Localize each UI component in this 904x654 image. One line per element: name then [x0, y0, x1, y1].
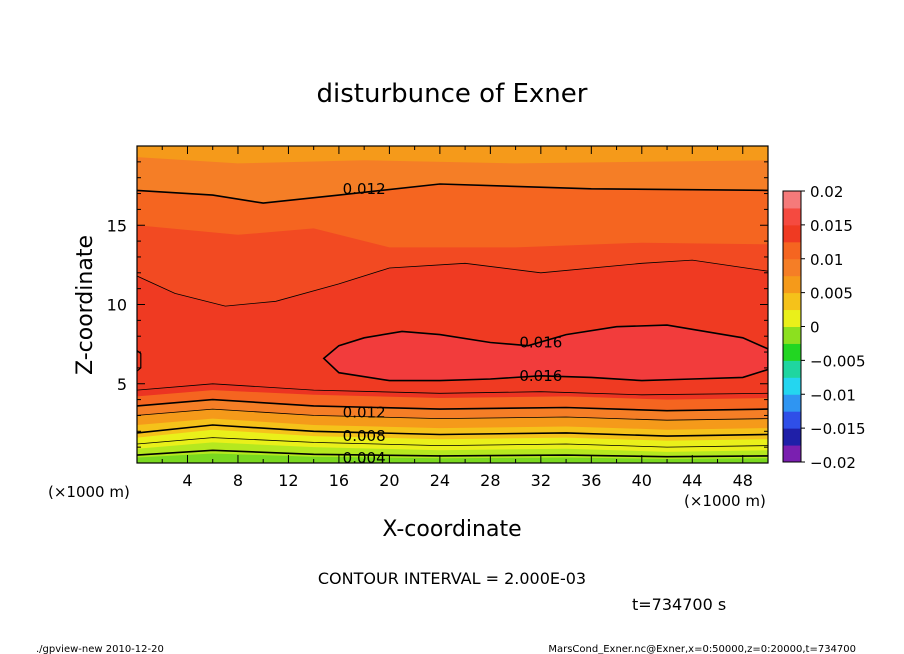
- colorbar-swatch: [783, 275, 801, 294]
- contour-labels: 0.012 0.016 0.016 0.012 0.008 0.004: [343, 180, 563, 467]
- colorbar: 0.02 0.015 0.01 0.005 0 −0.005 −0.01 −0.015 −0.0…: [782, 183, 866, 472]
- contour-core-0-016: [322, 324, 768, 382]
- colorbar-swatch: [783, 224, 801, 243]
- contour-label: 0.004: [343, 449, 386, 467]
- contour-label: 0.012: [343, 403, 386, 421]
- x-tick-label: 8: [233, 471, 243, 490]
- colorbar-swatch: [783, 377, 801, 395]
- x-axis-ticks: 4 8 12 16 20 24 28 32 36 40 44 48: [136, 146, 769, 490]
- y-tick-label: 15: [107, 216, 127, 235]
- x-tick-label: 20: [379, 471, 399, 490]
- contour-line-low-0-006: [137, 437, 768, 448]
- band-green: [137, 453, 768, 463]
- colorbar-swatch: [783, 207, 801, 226]
- contour-line-low-0-008: [137, 424, 768, 437]
- contour-line-top-0-012: [137, 183, 768, 204]
- x-unit-right: (×1000 m): [684, 492, 766, 510]
- colorbar-tick-label: −0.005: [810, 352, 866, 370]
- colorbar-tick-label: −0.01: [810, 386, 856, 404]
- x-tick-label: 40: [632, 471, 652, 490]
- colorbar-swatch: [783, 394, 801, 412]
- colorbar-swatch: [783, 309, 801, 327]
- colorbar-swatch: [783, 445, 801, 463]
- colorbar-tick-label: 0: [810, 319, 820, 337]
- contour-label: 0.016: [519, 367, 562, 385]
- colorbar-tick-label: −0.015: [810, 420, 866, 438]
- y-axis-label: Z-coordinate: [73, 235, 98, 375]
- contour-fill-bands: [137, 146, 768, 463]
- colorbar-swatch: [783, 258, 801, 277]
- colorbar-tick-label: −0.02: [810, 454, 856, 472]
- contour-interval-text: CONTOUR INTERVAL = 2.000E-03: [318, 569, 586, 588]
- contour-plot-area: 0.012 0.016 0.016 0.012 0.008 0.004: [137, 146, 768, 467]
- x-tick-label: 36: [581, 471, 601, 490]
- contour-line-low-0-010: [137, 408, 768, 421]
- program-label: ./gpview-new 2010-12-20: [36, 644, 164, 654]
- x-tick-label: 4: [182, 471, 192, 490]
- colorbar-tick-label: 0.01: [810, 251, 843, 269]
- colorbar-swatch: [783, 360, 801, 378]
- x-tick-label: 48: [733, 471, 753, 490]
- x-axis-label: X-coordinate: [382, 517, 521, 542]
- contour-label: 0.008: [343, 427, 386, 445]
- contour-lines: [137, 183, 768, 458]
- x-tick-label: 12: [278, 471, 298, 490]
- colorbar-tick-label: 0.02: [810, 183, 843, 201]
- y-tick-label: 5: [117, 375, 127, 394]
- chart-title: disturbunce of Exner: [317, 79, 588, 109]
- x-tick-label: 32: [531, 471, 551, 490]
- contour-line-thin-1: [137, 259, 768, 307]
- time-label: t=734700 s: [632, 595, 726, 614]
- colorbar-swatch: [783, 292, 801, 311]
- x-unit-left: (×1000 m): [48, 483, 130, 501]
- source-label: MarsCond_Exner.nc@Exner,x=0:50000,z=0:20…: [548, 644, 856, 654]
- colorbar-swatch: [783, 343, 801, 361]
- contour-line-low-0-014: [137, 383, 768, 396]
- colorbar-swatch: [783, 428, 801, 446]
- colorbar-swatch: [783, 191, 801, 209]
- contour-line-low-0-012: [137, 398, 768, 412]
- x-tick-label: 28: [480, 471, 500, 490]
- contour-label: 0.016: [519, 334, 562, 352]
- colorbar-swatch: [783, 326, 801, 344]
- colorbar-swatch: [783, 241, 801, 260]
- y-axis-ticks: 5 10 15: [107, 145, 768, 464]
- x-tick-label: 44: [682, 471, 702, 490]
- colorbar-tick-label: 0.015: [810, 217, 853, 235]
- x-tick-label: 16: [329, 471, 349, 490]
- colorbar-tick-label: 0.005: [810, 285, 853, 303]
- x-tick-label: 24: [430, 471, 450, 490]
- y-tick-label: 10: [107, 296, 127, 315]
- colorbar-swatch: [783, 411, 801, 429]
- contour-label: 0.012: [343, 180, 386, 198]
